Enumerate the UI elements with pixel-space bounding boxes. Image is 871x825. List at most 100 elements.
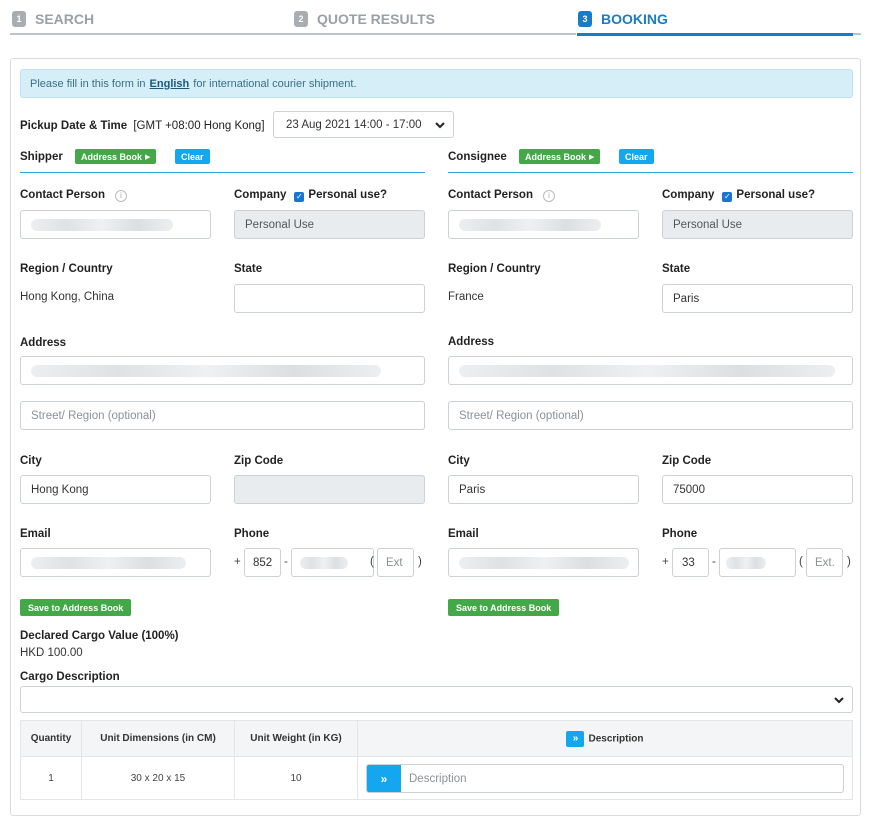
consignee-state-input[interactable]: Paris xyxy=(662,284,853,313)
caret-right-icon: ▶ xyxy=(145,153,151,161)
shipper-address-input[interactable] xyxy=(20,356,425,385)
shipper-region-value: Hong Kong, China xyxy=(20,291,114,303)
consignee-address-book-button[interactable]: Address Book ▶ xyxy=(519,149,601,164)
chevron-down-icon xyxy=(435,122,445,129)
cargo-description-select[interactable] xyxy=(20,686,853,713)
redacted-text xyxy=(31,218,173,231)
redacted-text xyxy=(459,556,629,569)
consignee-company-input[interactable]: Personal Use xyxy=(662,210,853,239)
step-label: BOOKING xyxy=(601,11,668,27)
description-input-wrap: » Description xyxy=(358,757,852,799)
shipper-email-input[interactable] xyxy=(20,548,211,577)
consignee-address-label: Address xyxy=(448,336,495,348)
pickup-timezone: [GMT +08:00 Hong Kong] xyxy=(133,120,265,132)
consignee-contact-input[interactable] xyxy=(448,210,639,239)
shipper-city-input[interactable]: Hong Kong xyxy=(20,475,211,504)
info-circle-icon[interactable]: i xyxy=(543,190,555,202)
cell-dimensions: 30 x 20 x 15 xyxy=(81,756,235,800)
header-weight: Unit Weight (in KG) xyxy=(234,720,358,757)
shipper-street-input[interactable]: Street/ Region (optional) xyxy=(20,401,425,430)
step-number-icon: 2 xyxy=(294,10,308,27)
shipper-phone-label: Phone xyxy=(234,528,270,540)
shipper-company-input[interactable]: Personal Use xyxy=(234,210,425,239)
shipper-contact-input[interactable] xyxy=(20,210,211,239)
phone-close-paren: ) xyxy=(418,556,422,568)
consignee-street-input[interactable]: Street/ Region (optional) xyxy=(448,401,853,430)
step-quote-results[interactable]: 2 QUOTE RESULTS xyxy=(294,0,435,38)
redacted-text xyxy=(726,556,766,569)
info-circle-icon[interactable]: i xyxy=(115,190,127,202)
consignee-region-label: Region / Country xyxy=(448,263,541,275)
consignee-title: Consignee xyxy=(448,151,507,163)
header-description: » Description xyxy=(357,720,853,757)
consignee-phone-label: Phone xyxy=(662,528,698,540)
phone-close-paren: ) xyxy=(847,556,851,568)
step-progress-active xyxy=(577,33,853,36)
checkbox-checked-icon[interactable]: ✓ xyxy=(294,192,305,202)
shipper-clear-button[interactable]: Clear xyxy=(175,149,210,164)
consignee-state-label: State xyxy=(662,263,691,275)
declared-value: HKD 100.00 xyxy=(20,647,83,659)
cell-description: » Description xyxy=(357,756,853,800)
table-header-row: Quantity Unit Dimensions (in CM) Unit We… xyxy=(20,720,853,757)
item-description-input[interactable]: » Description xyxy=(366,764,844,793)
shipper-ext-input[interactable]: Ext xyxy=(377,548,414,577)
consignee-email-input[interactable] xyxy=(448,548,639,577)
step-number-icon: 3 xyxy=(578,10,592,27)
phone-plus: + xyxy=(662,556,669,568)
shipper-company-label: Company ✓ Personal use? xyxy=(234,189,387,202)
table-row: 1 30 x 20 x 15 10 » Description xyxy=(20,756,853,800)
company-label: Company xyxy=(662,189,715,201)
cargo-description-label: Cargo Description xyxy=(20,671,120,683)
consignee-city-input[interactable]: Paris xyxy=(448,475,639,504)
phone-plus: + xyxy=(234,556,241,568)
pickup-datetime-value: 23 Aug 2021 14:00 - 17:00 xyxy=(286,118,422,131)
step-progress-line xyxy=(10,33,576,35)
contact-person-label: Contact Person xyxy=(20,189,105,201)
consignee-company-label: Company ✓ Personal use? xyxy=(662,189,815,202)
shipper-zip-label: Zip Code xyxy=(234,455,284,467)
personal-use-label: Personal use? xyxy=(736,189,816,201)
notice-english-link[interactable]: English xyxy=(149,77,190,90)
consignee-ext-input[interactable]: Ext. xyxy=(806,548,843,577)
phone-dash: - xyxy=(712,556,716,568)
step-number-icon: 1 xyxy=(12,10,26,27)
consignee-address-input[interactable] xyxy=(448,356,853,385)
shipper-zip-input[interactable] xyxy=(234,475,425,504)
consignee-save-address-book-button[interactable]: Save to Address Book xyxy=(448,599,560,616)
address-book-label: Address Book xyxy=(525,151,587,162)
shipper-save-address-book-button[interactable]: Save to Address Book xyxy=(20,599,132,616)
double-chevron-right-icon[interactable]: » xyxy=(367,765,401,792)
shipper-state-input[interactable] xyxy=(234,284,425,313)
consignee-clear-button[interactable]: Clear xyxy=(619,149,654,164)
consignee-country-code-input[interactable]: 33 xyxy=(672,548,709,577)
contact-person-label: Contact Person xyxy=(448,189,533,201)
shipper-address-book-button[interactable]: Address Book ▶ xyxy=(75,149,157,164)
consignee-zip-label: Zip Code xyxy=(662,455,712,467)
cell-quantity: 1 xyxy=(20,756,82,800)
consignee-zip-input[interactable]: 75000 xyxy=(662,475,853,504)
pickup-datetime-select[interactable]: 23 Aug 2021 14:00 - 17:00 xyxy=(273,111,454,138)
notice-text: Please fill in this form in xyxy=(30,77,146,90)
shipper-region-label: Region / Country xyxy=(20,263,113,275)
step-booking[interactable]: 3 BOOKING xyxy=(578,0,668,38)
consignee-region-value: France xyxy=(448,291,484,303)
step-progress-line-end xyxy=(852,33,861,35)
consignee-contact-label: Contact Person i xyxy=(448,189,555,202)
double-chevron-down-icon[interactable]: » xyxy=(566,730,585,747)
checkbox-checked-icon[interactable]: ✓ xyxy=(722,192,733,202)
company-label: Company xyxy=(234,189,287,201)
cell-weight: 10 xyxy=(234,756,358,800)
shipper-phone-input[interactable] xyxy=(291,548,374,577)
consignee-phone-input[interactable] xyxy=(719,548,796,577)
redacted-text xyxy=(459,218,601,231)
shipper-country-code-input[interactable]: 852 xyxy=(244,548,281,577)
shipper-city-label: City xyxy=(20,455,42,467)
step-search[interactable]: 1 SEARCH xyxy=(12,0,94,38)
shipper-address-label: Address xyxy=(20,337,67,349)
notice-text-end: for international courier shipment. xyxy=(193,77,357,90)
shipper-email-label: Email xyxy=(20,528,51,540)
consignee-city-label: City xyxy=(448,455,470,467)
pickup-label: Pickup Date & Time [GMT +08:00 Hong Kong… xyxy=(20,120,265,132)
booking-steps: 1 SEARCH 2 QUOTE RESULTS 3 BOOKING xyxy=(0,0,871,40)
